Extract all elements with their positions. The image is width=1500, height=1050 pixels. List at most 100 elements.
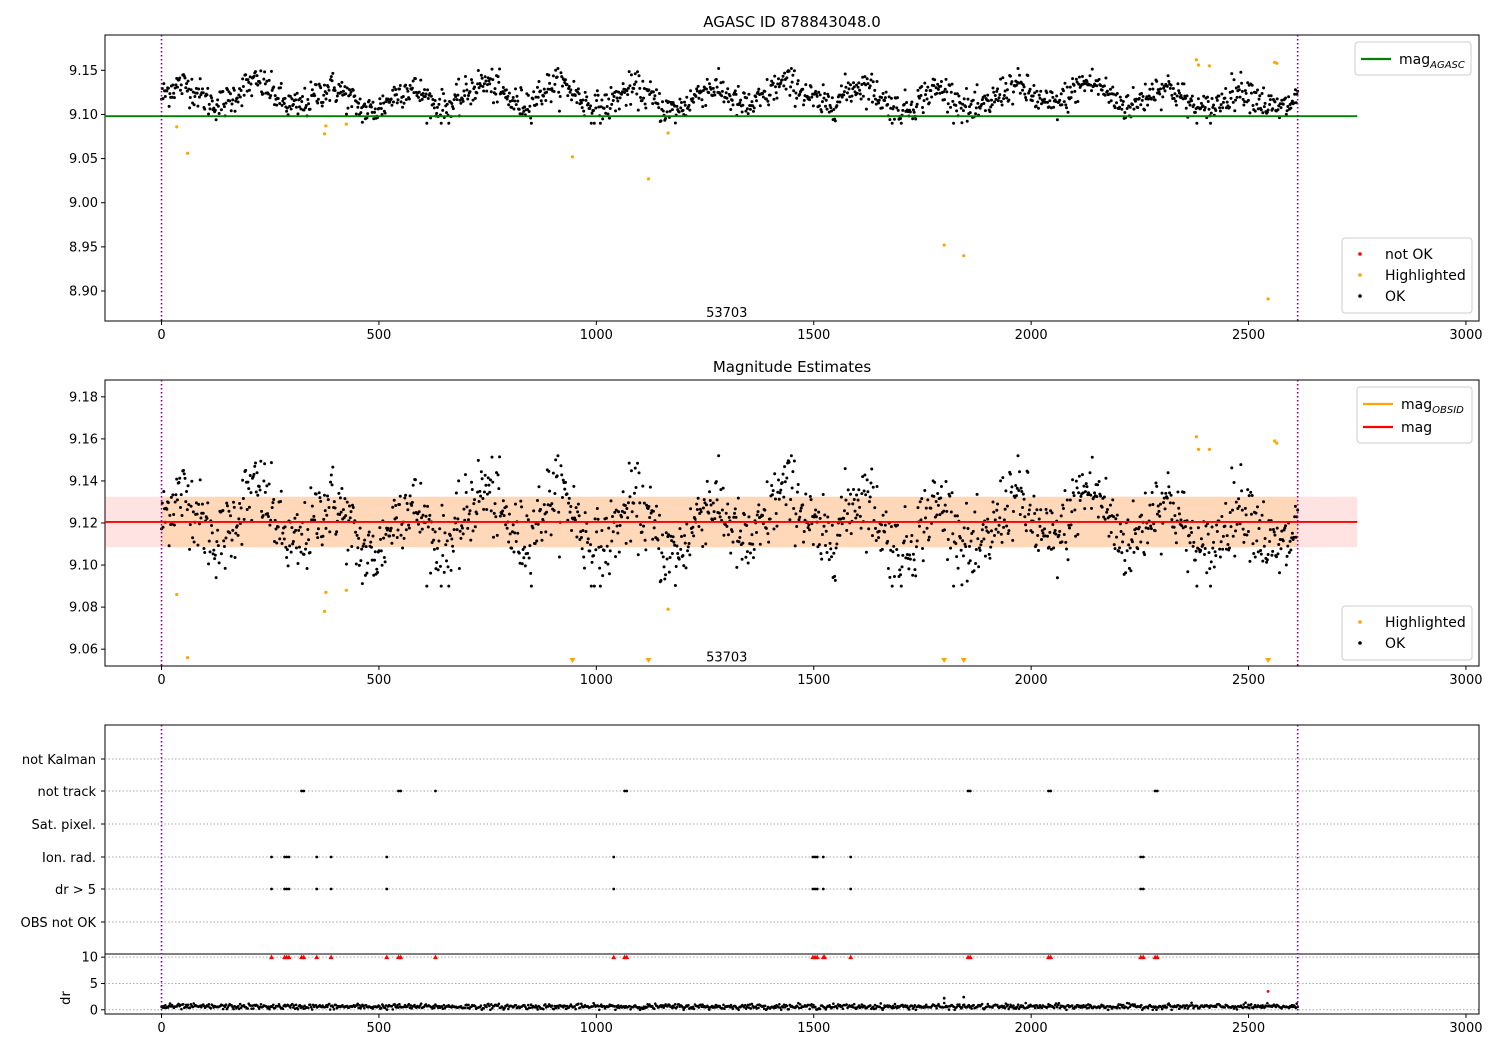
ok-point bbox=[1140, 513, 1144, 517]
ok-point bbox=[523, 545, 527, 549]
ok-point bbox=[438, 97, 442, 101]
ok-point bbox=[1267, 94, 1271, 98]
ok-point bbox=[410, 503, 414, 507]
ok-point bbox=[989, 529, 993, 533]
ok-point bbox=[573, 518, 577, 522]
ok-point bbox=[1118, 105, 1122, 109]
ok-point bbox=[971, 98, 975, 102]
dr-clipped-marker bbox=[286, 954, 292, 960]
ok-point bbox=[867, 500, 871, 504]
ok-point bbox=[783, 71, 787, 75]
ok-point bbox=[180, 92, 184, 96]
ok-point bbox=[494, 92, 498, 96]
ok-point bbox=[683, 100, 687, 104]
ok-point bbox=[1105, 507, 1109, 511]
x-tick-label: 3000 bbox=[1449, 673, 1482, 688]
ok-point bbox=[1033, 91, 1037, 95]
ok-point bbox=[492, 535, 496, 539]
ok-point bbox=[1212, 103, 1216, 107]
ok-point bbox=[1182, 82, 1186, 86]
ok-point bbox=[244, 468, 248, 472]
ok-point bbox=[412, 511, 416, 515]
ok-point bbox=[673, 543, 677, 547]
ok-point bbox=[828, 103, 832, 107]
dr-point bbox=[831, 1005, 834, 1009]
ok-point bbox=[783, 465, 787, 469]
ok-point bbox=[391, 100, 395, 104]
ok-point bbox=[516, 531, 520, 535]
ok-point bbox=[795, 490, 799, 494]
ok-point bbox=[794, 512, 798, 516]
ok-point bbox=[1018, 91, 1022, 95]
ok-point bbox=[317, 491, 321, 495]
ok-point bbox=[637, 74, 641, 78]
ok-point bbox=[779, 81, 783, 85]
ok-point bbox=[1140, 530, 1144, 534]
ok-point bbox=[1074, 479, 1078, 483]
ok-point bbox=[200, 502, 204, 506]
ok-point bbox=[761, 514, 765, 518]
ok-point bbox=[612, 94, 616, 98]
ok-point bbox=[820, 100, 824, 104]
ok-point bbox=[266, 514, 270, 518]
ok-point bbox=[789, 497, 793, 501]
ok-point bbox=[659, 579, 663, 583]
ok-point bbox=[428, 513, 432, 517]
ok-point bbox=[1126, 518, 1130, 522]
ok-point bbox=[497, 487, 501, 491]
ok-point bbox=[268, 523, 272, 527]
y-tick-label: 9.16 bbox=[69, 432, 98, 447]
ok-point bbox=[549, 100, 553, 104]
ok-point bbox=[1292, 535, 1296, 539]
ok-point bbox=[961, 102, 965, 106]
ok-point bbox=[987, 552, 991, 556]
ok-point bbox=[623, 511, 627, 515]
ok-point bbox=[470, 480, 474, 484]
ok-point bbox=[185, 89, 189, 93]
ok-point bbox=[254, 461, 258, 465]
ok-point bbox=[1095, 495, 1099, 499]
dr-point bbox=[874, 1007, 878, 1010]
ok-point bbox=[623, 503, 627, 507]
ok-point bbox=[560, 473, 564, 477]
ok-point bbox=[1085, 485, 1089, 489]
ok-point bbox=[851, 502, 855, 506]
ok-point bbox=[656, 102, 660, 106]
ok-point bbox=[696, 496, 700, 500]
ok-point bbox=[1159, 108, 1163, 112]
ok-point bbox=[1253, 109, 1257, 113]
ok-point bbox=[554, 458, 558, 462]
ok-point bbox=[1276, 552, 1280, 556]
dr-point bbox=[192, 1002, 196, 1005]
y-axis: 8.908.959.009.059.109.15 bbox=[69, 64, 105, 299]
ok-point bbox=[1011, 102, 1015, 106]
dr-point bbox=[223, 1005, 227, 1009]
ok-point bbox=[162, 490, 166, 494]
ok-point bbox=[445, 102, 449, 106]
ok-point bbox=[270, 506, 274, 510]
ok-point bbox=[334, 532, 338, 536]
ok-point bbox=[927, 101, 931, 105]
ok-point bbox=[569, 504, 573, 508]
ok-point bbox=[516, 99, 520, 103]
ok-point bbox=[570, 528, 574, 532]
ok-point bbox=[168, 513, 172, 517]
ok-point bbox=[357, 101, 361, 105]
ok-point bbox=[1229, 525, 1233, 529]
ok-point bbox=[1028, 503, 1032, 507]
ok-point bbox=[358, 526, 362, 530]
ok-point bbox=[742, 513, 746, 517]
ok-point bbox=[494, 515, 498, 519]
ok-point bbox=[160, 501, 164, 505]
ok-point bbox=[608, 106, 612, 110]
ok-point bbox=[863, 75, 867, 79]
dr-point bbox=[246, 1007, 250, 1010]
ok-point bbox=[465, 505, 469, 509]
ok-point bbox=[640, 530, 644, 534]
ok-point bbox=[263, 490, 267, 494]
ok-point bbox=[442, 570, 446, 574]
ok-point bbox=[239, 506, 243, 510]
legend-label: Highlighted bbox=[1385, 615, 1466, 631]
ok-point bbox=[1026, 470, 1030, 474]
ok-point bbox=[855, 91, 859, 95]
